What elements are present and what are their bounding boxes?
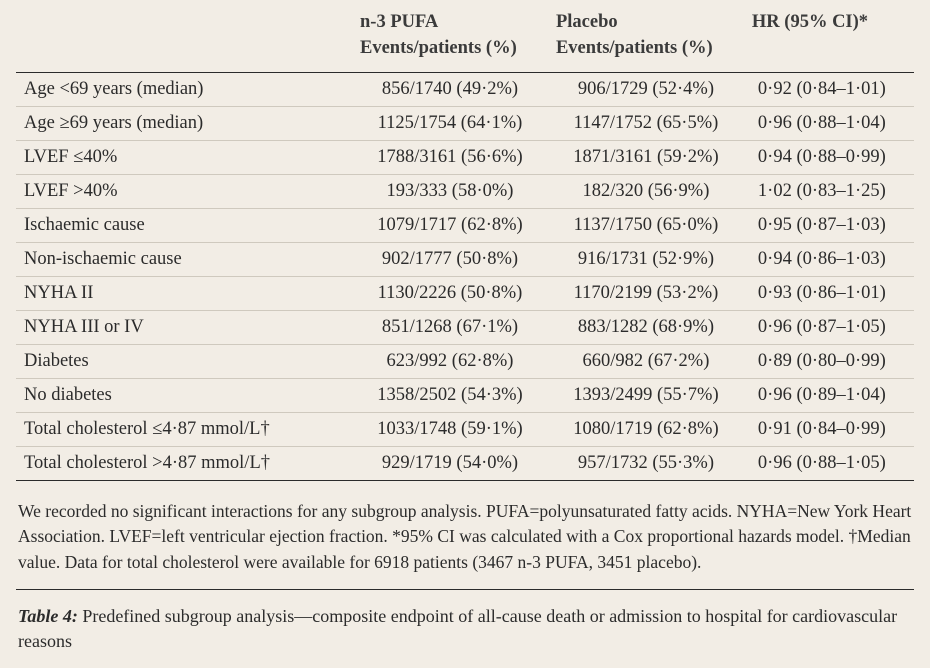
- row-hr: 0·96 (0·88–1·05): [744, 446, 914, 480]
- col-header-pufa-line1: n-3 PUFA: [360, 12, 438, 32]
- col-header-hr: HR (95% CI)*: [744, 10, 914, 72]
- row-pufa: 1788/3161 (56·6%): [352, 140, 548, 174]
- table-caption: Table 4: Predefined subgroup analysis—co…: [16, 590, 914, 654]
- row-label: Non-ischaemic cause: [16, 242, 352, 276]
- row-placebo: 1393/2499 (55·7%): [548, 378, 744, 412]
- row-pufa: 1358/2502 (54·3%): [352, 378, 548, 412]
- row-label: Total cholesterol >4·87 mmol/L†: [16, 446, 352, 480]
- row-placebo: 916/1731 (52·9%): [548, 242, 744, 276]
- table-footnote: We recorded no significant interactions …: [16, 481, 914, 590]
- row-label: Ischaemic cause: [16, 208, 352, 242]
- row-placebo: 182/320 (56·9%): [548, 174, 744, 208]
- row-hr: 0·94 (0·86–1·03): [744, 242, 914, 276]
- row-placebo: 1147/1752 (65·5%): [548, 106, 744, 140]
- col-header-placebo-line1: Placebo: [556, 12, 618, 32]
- table-caption-lead: Table 4:: [18, 606, 78, 626]
- row-hr: 0·92 (0·84–1·01): [744, 72, 914, 106]
- col-header-pufa-line2: Events/patients (%): [360, 38, 517, 58]
- row-hr: 0·96 (0·88–1·04): [744, 106, 914, 140]
- row-label: LVEF ≤40%: [16, 140, 352, 174]
- table-row: Ischaemic cause1079/1717 (62·8%)1137/175…: [16, 208, 914, 242]
- row-hr: 0·94 (0·88–0·99): [744, 140, 914, 174]
- table-caption-rest: Predefined subgroup analysis—composite e…: [18, 606, 897, 651]
- row-pufa: 1125/1754 (64·1%): [352, 106, 548, 140]
- row-hr: 0·91 (0·84–0·99): [744, 412, 914, 446]
- table-row: No diabetes1358/2502 (54·3%)1393/2499 (5…: [16, 378, 914, 412]
- row-placebo: 883/1282 (68·9%): [548, 310, 744, 344]
- col-header-pufa: n-3 PUFA Events/patients (%): [352, 10, 548, 72]
- col-header-placebo-line2: Events/patients (%): [556, 38, 713, 58]
- table-row: Non-ischaemic cause902/1777 (50·8%)916/1…: [16, 242, 914, 276]
- row-placebo: 957/1732 (55·3%): [548, 446, 744, 480]
- row-hr: 0·93 (0·86–1·01): [744, 276, 914, 310]
- row-placebo: 1080/1719 (62·8%): [548, 412, 744, 446]
- table-row: Age ≥69 years (median)1125/1754 (64·1%)1…: [16, 106, 914, 140]
- table-header-row: n-3 PUFA Events/patients (%) Placebo Eve…: [16, 10, 914, 72]
- row-hr: 0·96 (0·89–1·04): [744, 378, 914, 412]
- row-pufa: 929/1719 (54·0%): [352, 446, 548, 480]
- table-row: NYHA II1130/2226 (50·8%)1170/2199 (53·2%…: [16, 276, 914, 310]
- row-placebo: 660/982 (67·2%): [548, 344, 744, 378]
- col-header-placebo: Placebo Events/patients (%): [548, 10, 744, 72]
- row-pufa: 1079/1717 (62·8%): [352, 208, 548, 242]
- row-label: Diabetes: [16, 344, 352, 378]
- row-placebo: 1170/2199 (53·2%): [548, 276, 744, 310]
- row-placebo: 906/1729 (52·4%): [548, 72, 744, 106]
- row-pufa: 902/1777 (50·8%): [352, 242, 548, 276]
- row-pufa: 856/1740 (49·2%): [352, 72, 548, 106]
- table-row: Total cholesterol ≤4·87 mmol/L†1033/1748…: [16, 412, 914, 446]
- table-row: Diabetes623/992 (62·8%)660/982 (67·2%)0·…: [16, 344, 914, 378]
- row-label: NYHA II: [16, 276, 352, 310]
- col-header-blank: [16, 10, 352, 72]
- row-label: No diabetes: [16, 378, 352, 412]
- table-row: LVEF >40%193/333 (58·0%)182/320 (56·9%)1…: [16, 174, 914, 208]
- table-row: Total cholesterol >4·87 mmol/L†929/1719 …: [16, 446, 914, 480]
- row-pufa: 193/333 (58·0%): [352, 174, 548, 208]
- row-hr: 0·95 (0·87–1·03): [744, 208, 914, 242]
- table-body: Age <69 years (median)856/1740 (49·2%)90…: [16, 72, 914, 480]
- row-label: Total cholesterol ≤4·87 mmol/L†: [16, 412, 352, 446]
- row-placebo: 1137/1750 (65·0%): [548, 208, 744, 242]
- table-row: LVEF ≤40%1788/3161 (56·6%)1871/3161 (59·…: [16, 140, 914, 174]
- row-hr: 0·89 (0·80–0·99): [744, 344, 914, 378]
- table-row: Age <69 years (median)856/1740 (49·2%)90…: [16, 72, 914, 106]
- row-pufa: 623/992 (62·8%): [352, 344, 548, 378]
- table-row: NYHA III or IV851/1268 (67·1%)883/1282 (…: [16, 310, 914, 344]
- row-pufa: 851/1268 (67·1%): [352, 310, 548, 344]
- row-hr: 1·02 (0·83–1·25): [744, 174, 914, 208]
- row-pufa: 1130/2226 (50·8%): [352, 276, 548, 310]
- row-label: LVEF >40%: [16, 174, 352, 208]
- row-hr: 0·96 (0·87–1·05): [744, 310, 914, 344]
- row-label: NYHA III or IV: [16, 310, 352, 344]
- row-label: Age ≥69 years (median): [16, 106, 352, 140]
- row-label: Age <69 years (median): [16, 72, 352, 106]
- row-pufa: 1033/1748 (59·1%): [352, 412, 548, 446]
- subgroup-table: n-3 PUFA Events/patients (%) Placebo Eve…: [16, 10, 914, 481]
- row-placebo: 1871/3161 (59·2%): [548, 140, 744, 174]
